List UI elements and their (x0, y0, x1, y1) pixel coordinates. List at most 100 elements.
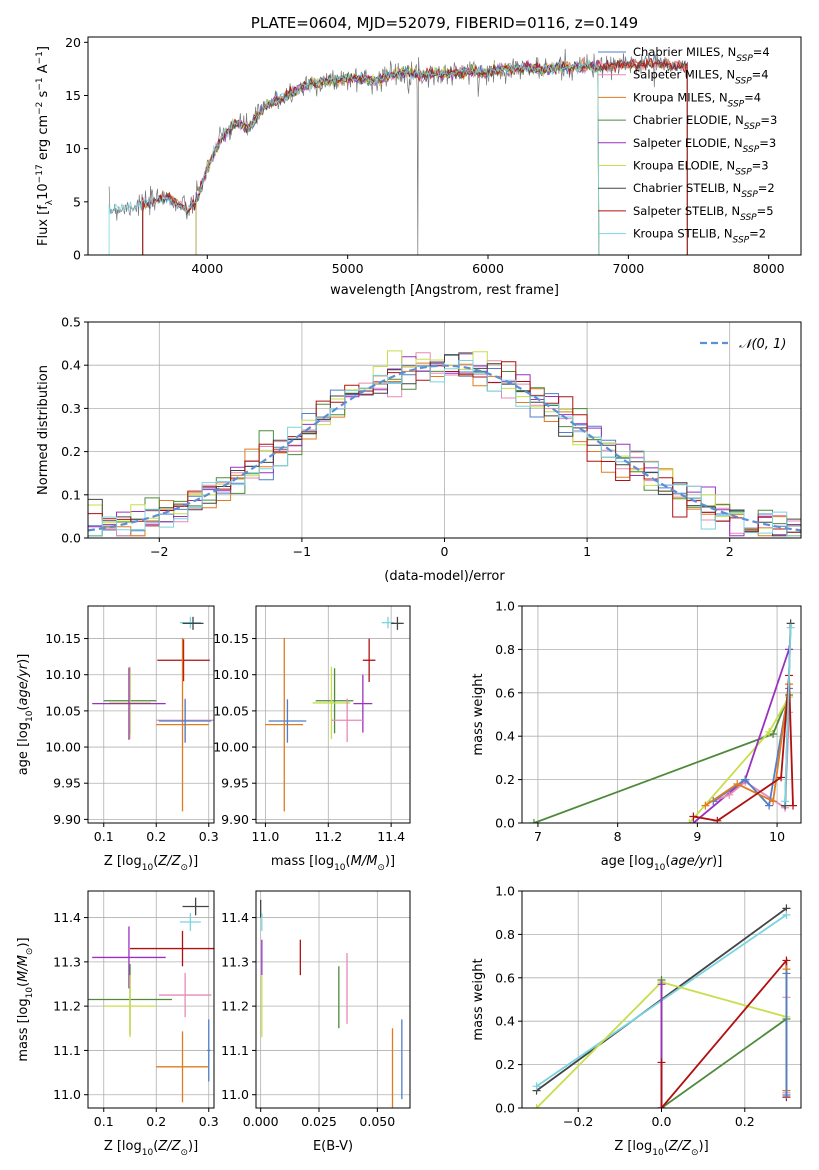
y-tick-label: 5 (73, 194, 81, 209)
x-tick-label: 7 (534, 829, 542, 844)
y-tick-label: 9.95 (221, 776, 249, 791)
series-marker (713, 816, 722, 823)
x-tick-label: 0.025 (301, 1114, 337, 1129)
series-marker (765, 727, 774, 736)
x-tick-label: 0 (441, 544, 449, 559)
x-tick-label: 0.000 (243, 1114, 279, 1129)
residuals-ylabel: Normed distribution (36, 365, 51, 495)
axes-frame (87, 605, 215, 824)
y-tick-label: 15 (65, 88, 81, 103)
residuals-xlabel: (data-model)/error (384, 569, 505, 584)
series-marker (789, 801, 798, 810)
series-marker (701, 801, 710, 810)
axes-frame (255, 605, 411, 824)
series-line (712, 688, 790, 808)
series-marker (786, 623, 795, 632)
model-spectrum-salpeter_miles (142, 57, 688, 255)
errorbar-chabrier_stelib (182, 616, 204, 630)
grid (88, 606, 214, 823)
y-tick-label: 9.90 (53, 812, 81, 827)
axes-mass_vs_Z: 0.1 0.2 0.3 11.0 11.1 11.2 11.3 11.4 (53, 890, 219, 1129)
x-tick-label: 7000 (612, 261, 644, 276)
errorbar-kroupa_stelib (179, 913, 201, 931)
y-tick-label: 11.1 (221, 1043, 249, 1058)
y-tick-label: 10 (65, 141, 81, 156)
plot-area (108, 48, 688, 255)
series-kroupa_stelib (781, 623, 795, 806)
x-tick-label: 11.2 (314, 829, 342, 844)
x-tick-label: 0.2 (735, 1114, 755, 1129)
model-spectrum-kroupa_stelib (108, 59, 600, 255)
y-tick-label: 0.4 (495, 729, 515, 744)
plot-area (92, 616, 214, 812)
y-tick-label: 0.0 (61, 531, 81, 546)
mwZ-xlabel: Z [log10(Z/Z⊙)] (614, 1139, 708, 1158)
series-marker (741, 775, 750, 784)
normal-curve (88, 364, 801, 532)
legend-label-salpeter_elodie: Salpeter ELODIE, NSSP=3 (633, 136, 776, 155)
y-tick-label: 0.4 (495, 1014, 515, 1029)
model-spectrum-kroupa_miles (142, 57, 688, 255)
x-tick-label: 11.0 (252, 829, 280, 844)
axes-mass_vs_ebv: 0.000 0.025 0.050 11.0 11.1 11.2 11.3 11.4 (221, 890, 411, 1129)
series-marker (782, 969, 791, 978)
axes-frame (87, 36, 802, 256)
series-marker (529, 819, 538, 823)
y-tick-label: 0.4 (61, 358, 81, 373)
axes-frame (521, 605, 802, 824)
y-tick-label: 10.00 (45, 740, 81, 755)
series-marker (765, 801, 774, 810)
series-line (533, 694, 790, 823)
errorbar-kroupa_miles (156, 1031, 209, 1103)
axes-age_vs_mass: 11.0 11.2 11.4 9.90 9.95 10.00 10.05 10.10 10.15 (213, 605, 411, 844)
x-tick-label: 0.2 (146, 829, 166, 844)
series-kroupa_miles (701, 680, 794, 810)
series-chabrier_elodie (657, 975, 791, 1108)
y-tick-label: 10.15 (213, 631, 249, 646)
y-tick-label: 10.00 (213, 740, 249, 755)
mwAge-ylabel: mass weight (471, 673, 486, 755)
axes-mass_weight_vs_age: 7 8 9 10 0.0 0.2 0.4 0.6 0.8 1.0 (495, 599, 802, 844)
series-marker (769, 797, 778, 806)
axes-residuals: −2 −1 0 1 2 0.0 0.1 0.2 0.3 0.4 0.5 (61, 315, 802, 559)
y-tick-label: 0.0 (495, 1101, 515, 1116)
x-tick-label: 1 (583, 544, 591, 559)
series-marker (782, 956, 791, 965)
errorbar-kroupa_elodie (103, 975, 157, 1038)
series-marker (532, 1104, 541, 1108)
series-line (784, 627, 792, 802)
ageMass-xlabel: mass [log10(M/M⊙)] (271, 854, 395, 873)
legend-label-chabrier_elodie: Chabrier ELODIE, NSSP=3 (633, 113, 777, 132)
ageZ-xlabel: Z [log10(Z/Z⊙)] (104, 854, 198, 873)
y-tick-label: 0.8 (495, 927, 515, 942)
y-tick-label: 10.05 (45, 703, 81, 718)
series-chabrier_miles (782, 969, 791, 1099)
plot-area (88, 897, 214, 1103)
errorbar-kroupa_elodie (109, 666, 151, 740)
y-tick-label: 11.4 (53, 910, 81, 925)
y-tick-label: 0.8 (495, 642, 515, 657)
histogram-chabrier_stelib (88, 354, 801, 537)
massZ-ylabel: mass [log10(M/M⊙)] (16, 937, 35, 1061)
y-tick-label: 0 (73, 248, 81, 263)
x-tick-label: 8 (614, 829, 622, 844)
y-tick-label: 9.90 (221, 812, 249, 827)
y-tick-label: 0.2 (495, 772, 515, 787)
y-tick-label: 0.3 (61, 401, 81, 416)
x-tick-label: 8000 (753, 261, 785, 276)
errorbar-salpeter_stelib (362, 638, 376, 682)
spectrum-legend: Chabrier MILES, NSSP=4 Salpeter MILES, NS… (598, 45, 777, 246)
plot-area (265, 616, 404, 812)
y-tick-label: 11.3 (221, 954, 249, 969)
x-tick-label: 0.3 (199, 1114, 219, 1129)
x-tick-label: 2 (726, 544, 734, 559)
axes-frame (87, 890, 215, 1109)
y-tick-label: 1.0 (495, 884, 515, 899)
x-tick-label: 0.3 (199, 829, 219, 844)
errorbar-salpeter_miles (331, 698, 363, 742)
errorbar-chabrier_miles (268, 699, 307, 743)
errorbar-salpeter_stelib (130, 930, 214, 967)
errorbar-chabrier_miles (158, 699, 212, 743)
ageZ-ylabel: age [log10(age/yr)] (16, 654, 35, 776)
series-marker (782, 910, 791, 919)
